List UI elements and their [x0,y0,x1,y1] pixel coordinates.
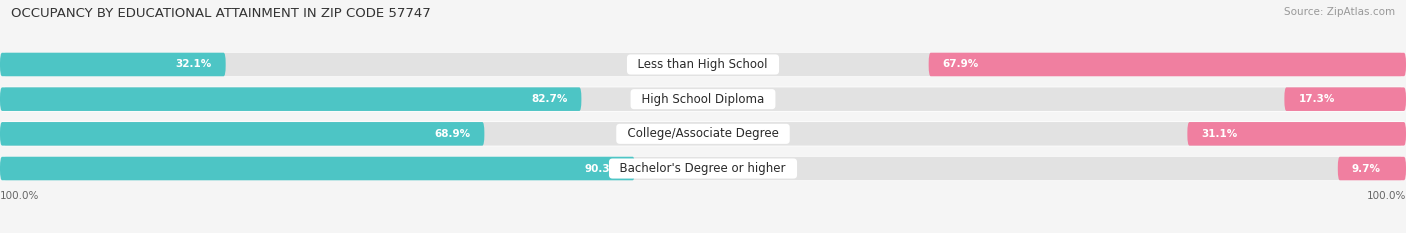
FancyBboxPatch shape [3,157,1403,180]
FancyBboxPatch shape [929,53,1406,76]
FancyBboxPatch shape [1285,87,1406,111]
FancyBboxPatch shape [0,156,1406,181]
FancyBboxPatch shape [0,53,225,76]
Text: OCCUPANCY BY EDUCATIONAL ATTAINMENT IN ZIP CODE 57747: OCCUPANCY BY EDUCATIONAL ATTAINMENT IN Z… [11,7,432,20]
FancyBboxPatch shape [0,52,1406,77]
Text: Source: ZipAtlas.com: Source: ZipAtlas.com [1284,7,1395,17]
Text: Bachelor's Degree or higher: Bachelor's Degree or higher [613,162,793,175]
FancyBboxPatch shape [3,53,1403,76]
Text: High School Diploma: High School Diploma [634,93,772,106]
Text: College/Associate Degree: College/Associate Degree [620,127,786,140]
FancyBboxPatch shape [1188,122,1406,146]
FancyBboxPatch shape [0,87,1406,112]
Text: 32.1%: 32.1% [176,59,211,69]
Text: 90.3%: 90.3% [585,164,621,174]
Text: 17.3%: 17.3% [1299,94,1334,104]
Text: 82.7%: 82.7% [531,94,568,104]
FancyBboxPatch shape [3,122,1403,146]
Text: 31.1%: 31.1% [1202,129,1237,139]
FancyBboxPatch shape [1339,157,1406,180]
Text: 9.7%: 9.7% [1353,164,1381,174]
FancyBboxPatch shape [0,157,636,180]
Text: 67.9%: 67.9% [942,59,979,69]
Text: 68.9%: 68.9% [434,129,470,139]
Text: 100.0%: 100.0% [0,191,39,201]
Text: Less than High School: Less than High School [630,58,776,71]
FancyBboxPatch shape [0,122,484,146]
FancyBboxPatch shape [0,121,1406,146]
FancyBboxPatch shape [3,87,1403,111]
FancyBboxPatch shape [0,87,582,111]
Text: 100.0%: 100.0% [1367,191,1406,201]
